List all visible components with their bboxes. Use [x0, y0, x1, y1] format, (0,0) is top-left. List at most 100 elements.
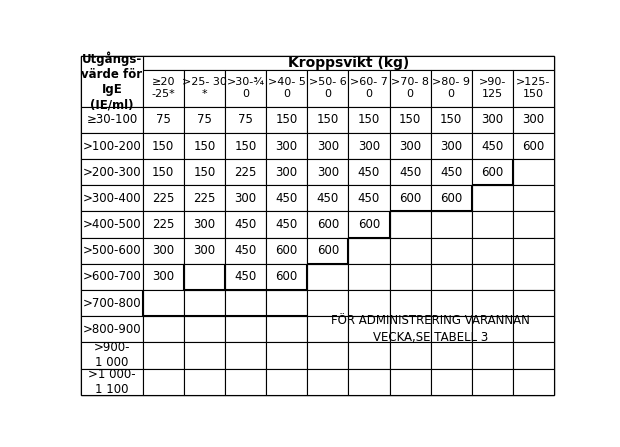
- Bar: [307, 211, 348, 238]
- Bar: [81, 133, 143, 159]
- Bar: [81, 56, 143, 107]
- Text: >70- 8
0: >70- 8 0: [391, 77, 429, 99]
- Text: 150: 150: [440, 114, 463, 127]
- Bar: [225, 211, 266, 238]
- Text: 600: 600: [399, 192, 421, 205]
- Bar: [348, 211, 389, 238]
- Text: 225: 225: [193, 192, 216, 205]
- Bar: [81, 186, 143, 211]
- Text: >100-200: >100-200: [82, 139, 141, 152]
- Text: 450: 450: [440, 166, 463, 179]
- Text: 150: 150: [275, 114, 298, 127]
- Text: 450: 450: [481, 139, 503, 152]
- Bar: [81, 107, 143, 133]
- Bar: [307, 316, 348, 342]
- Bar: [184, 70, 225, 107]
- Bar: [513, 186, 554, 211]
- Bar: [225, 316, 266, 342]
- Bar: [431, 70, 472, 107]
- Text: 600: 600: [275, 270, 298, 283]
- Text: 150: 150: [152, 166, 174, 179]
- Text: 150: 150: [193, 139, 216, 152]
- Bar: [348, 238, 389, 264]
- Text: 300: 300: [358, 139, 380, 152]
- Text: 300: 300: [275, 166, 298, 179]
- Bar: [143, 133, 184, 159]
- Bar: [513, 316, 554, 342]
- Bar: [348, 133, 389, 159]
- Text: 600: 600: [440, 192, 463, 205]
- Text: 75: 75: [197, 114, 212, 127]
- Bar: [225, 133, 266, 159]
- Bar: [143, 290, 184, 316]
- Text: 450: 450: [234, 244, 257, 257]
- Text: >300-400: >300-400: [82, 192, 141, 205]
- Bar: [307, 186, 348, 211]
- Bar: [431, 369, 472, 395]
- Text: >80- 9
0: >80- 9 0: [432, 77, 470, 99]
- Bar: [472, 264, 513, 290]
- Bar: [143, 56, 554, 70]
- Bar: [472, 70, 513, 107]
- Bar: [184, 186, 225, 211]
- Bar: [431, 264, 472, 290]
- Bar: [143, 369, 184, 395]
- Bar: [225, 238, 266, 264]
- Bar: [513, 238, 554, 264]
- Bar: [472, 290, 513, 316]
- Text: 75: 75: [238, 114, 253, 127]
- Text: 600: 600: [481, 166, 503, 179]
- Text: 300: 300: [317, 139, 339, 152]
- Text: >700-800: >700-800: [82, 297, 141, 310]
- Bar: [143, 211, 184, 238]
- Bar: [266, 369, 307, 395]
- Bar: [513, 342, 554, 369]
- Bar: [307, 107, 348, 133]
- Bar: [348, 159, 389, 186]
- Text: 600: 600: [317, 218, 339, 231]
- Bar: [389, 316, 431, 342]
- Text: 450: 450: [399, 166, 421, 179]
- Text: 300: 300: [440, 139, 463, 152]
- Bar: [431, 211, 472, 238]
- Text: ≥20
-25*: ≥20 -25*: [151, 77, 175, 99]
- Bar: [348, 316, 389, 342]
- Bar: [266, 107, 307, 133]
- Text: >90-
125: >90- 125: [479, 77, 506, 99]
- Bar: [389, 238, 431, 264]
- Bar: [225, 290, 266, 316]
- Bar: [431, 159, 472, 186]
- Bar: [389, 107, 431, 133]
- Bar: [431, 133, 472, 159]
- Text: 450: 450: [275, 192, 298, 205]
- Text: FÖR ADMINISTRERING VARANNAN
VECKA,SE TABELL 3: FÖR ADMINISTRERING VARANNAN VECKA,SE TAB…: [331, 314, 530, 344]
- Bar: [184, 107, 225, 133]
- Bar: [143, 316, 184, 342]
- Text: 300: 300: [193, 244, 215, 257]
- Bar: [431, 316, 472, 342]
- Bar: [307, 342, 348, 369]
- Bar: [472, 186, 513, 211]
- Bar: [389, 70, 431, 107]
- Bar: [225, 159, 266, 186]
- Bar: [472, 211, 513, 238]
- Bar: [143, 264, 184, 290]
- Bar: [307, 70, 348, 107]
- Bar: [513, 107, 554, 133]
- Bar: [307, 264, 348, 290]
- Bar: [513, 290, 554, 316]
- Bar: [431, 238, 472, 264]
- Text: 75: 75: [156, 114, 171, 127]
- Bar: [266, 290, 307, 316]
- Text: 450: 450: [275, 218, 298, 231]
- Text: >500-600: >500-600: [82, 244, 141, 257]
- Text: >600-700: >600-700: [82, 270, 141, 283]
- Bar: [389, 186, 431, 211]
- Bar: [143, 159, 184, 186]
- Bar: [184, 211, 225, 238]
- Bar: [389, 159, 431, 186]
- Bar: [225, 70, 266, 107]
- Text: >200-300: >200-300: [82, 166, 141, 179]
- Bar: [143, 238, 184, 264]
- Text: 300: 300: [275, 139, 298, 152]
